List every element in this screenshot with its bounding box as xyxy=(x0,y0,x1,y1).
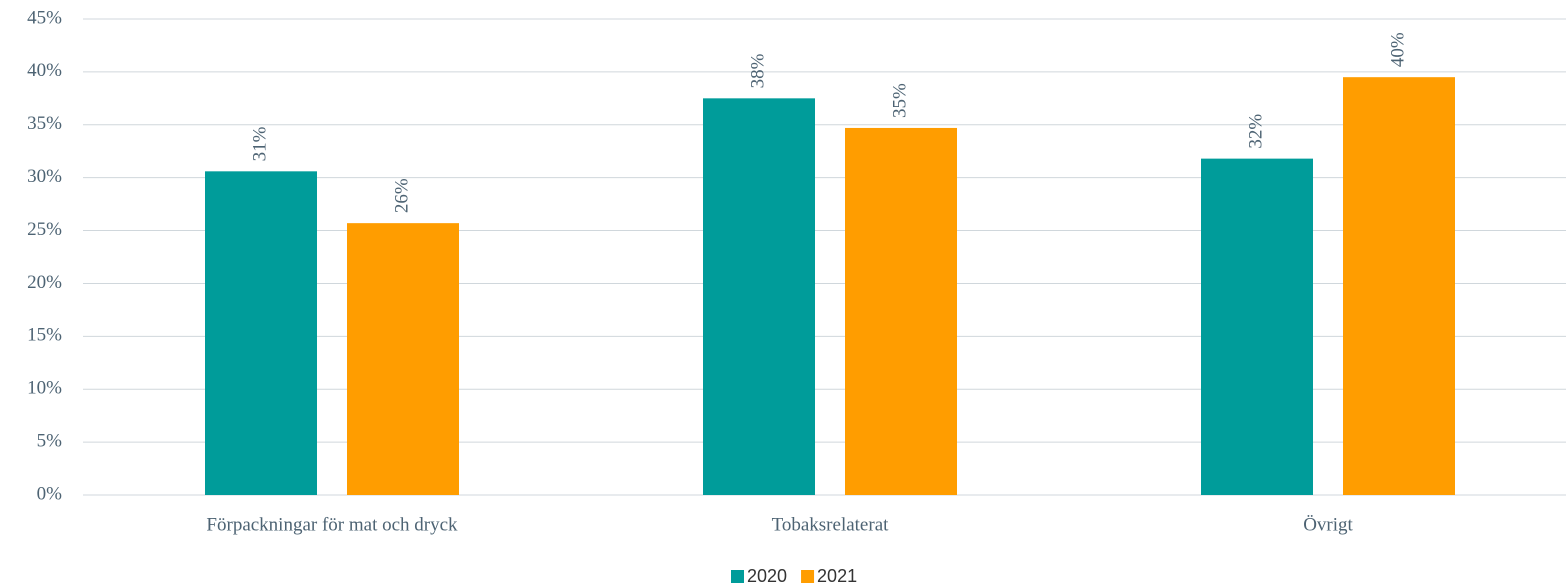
bar xyxy=(347,223,459,495)
y-tick-label: 10% xyxy=(27,378,62,399)
y-tick-label: 20% xyxy=(27,272,62,293)
bar xyxy=(205,171,317,495)
bar xyxy=(1201,158,1313,496)
y-tick-label: 45% xyxy=(27,7,62,28)
legend-label: 2020 xyxy=(747,566,787,586)
bar xyxy=(1343,77,1455,495)
y-tick-label: 35% xyxy=(27,113,62,134)
data-label: 35% xyxy=(889,83,910,118)
data-label: 40% xyxy=(1387,32,1408,67)
y-tick-label: 40% xyxy=(27,60,62,81)
data-label: 26% xyxy=(391,178,412,213)
data-label: 32% xyxy=(1245,114,1266,149)
data-label: 31% xyxy=(249,126,270,161)
bar xyxy=(703,98,815,495)
x-tick-label: Tobaksrelaterat xyxy=(772,514,890,535)
legend-swatch xyxy=(801,570,815,583)
y-tick-label: 25% xyxy=(27,219,62,240)
y-tick-label: 15% xyxy=(27,325,62,346)
y-tick-label: 30% xyxy=(27,166,62,187)
legend-swatch xyxy=(731,570,744,583)
x-tick-label: Förpackningar för mat och dryck xyxy=(206,514,458,535)
x-tick-label: Övrigt xyxy=(1303,514,1353,535)
bar xyxy=(845,127,957,495)
legend-label: 2021 xyxy=(817,566,857,586)
y-tick-label: 0% xyxy=(37,483,63,504)
y-tick-label: 5% xyxy=(37,430,63,451)
data-label: 38% xyxy=(747,53,768,88)
